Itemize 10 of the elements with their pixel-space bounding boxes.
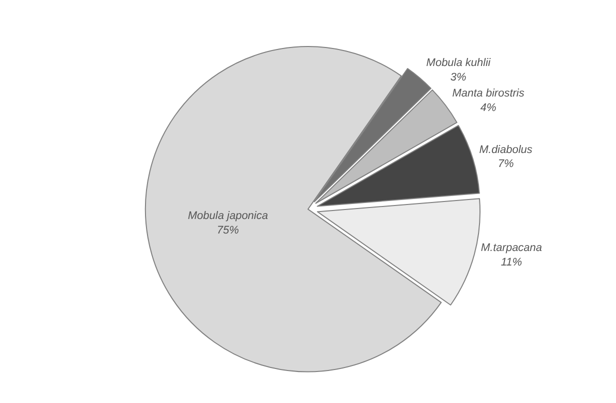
slice-label: Mobula japonica — [188, 210, 268, 222]
slice-label: M.tarpacana — [480, 242, 542, 254]
data-label: 7% — [498, 158, 514, 170]
data-label: 3% — [450, 71, 467, 84]
data-label: 11% — [500, 256, 522, 268]
data-label: 75% — [216, 224, 240, 236]
slice-label: Manta birostris — [452, 88, 525, 100]
slice-label: Mobula kuhlii — [426, 57, 492, 70]
data-label: 4% — [480, 102, 496, 114]
slice-label: M.diabolus — [479, 144, 533, 156]
